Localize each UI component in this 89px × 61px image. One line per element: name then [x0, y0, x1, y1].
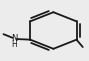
Text: N: N: [11, 34, 17, 43]
Text: H: H: [11, 40, 17, 49]
